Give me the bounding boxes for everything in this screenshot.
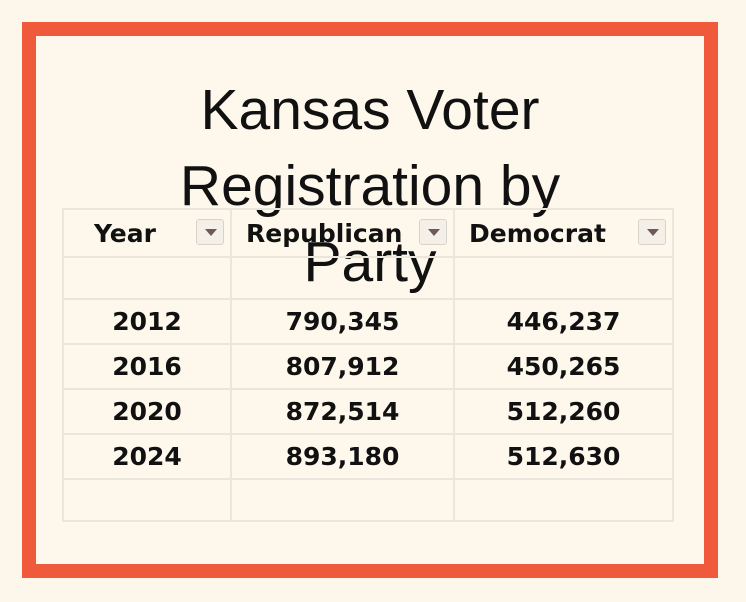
cell: 2020 [62, 388, 232, 435]
cell: 512,260 [453, 388, 674, 435]
column-header: Democrat [453, 208, 674, 258]
empty-cell [230, 478, 455, 522]
data-row: 2016 807,912 450,265 [62, 343, 674, 390]
spreadsheet: Year Republican Democrat 2012 790,345 446,23… [62, 208, 674, 522]
column-header-text: Democrat [469, 218, 606, 248]
cell: 2024 [62, 433, 232, 480]
empty-row [62, 256, 674, 300]
cell: 2016 [62, 343, 232, 390]
cell: 807,912 [230, 343, 455, 390]
empty-cell [230, 256, 455, 300]
data-row: 2024 893,180 512,630 [62, 433, 674, 480]
title: Kansas Voter Registration by Party [179, 78, 561, 294]
empty-row [62, 478, 674, 522]
filter-dropdown[interactable] [196, 219, 224, 245]
empty-cell [453, 256, 674, 300]
data-row: 2012 790,345 446,237 [62, 298, 674, 345]
cell: 450,265 [453, 343, 674, 390]
cell: 872,514 [230, 388, 455, 435]
empty-cell [62, 256, 232, 300]
data-row: 2020 872,514 512,260 [62, 388, 674, 435]
column-header-text: Republican [246, 218, 403, 248]
cell: 790,345 [230, 298, 455, 345]
column-header: Year [62, 208, 232, 258]
table-body: 2012 790,345 446,237 2016 807,912 450,265 2020… [62, 256, 674, 522]
filter-dropdown[interactable] [419, 219, 447, 245]
filter-dropdown[interactable] [638, 219, 666, 245]
cell: 893,180 [230, 433, 455, 480]
column-header: Republican [230, 208, 455, 258]
cell: 512,630 [453, 433, 674, 480]
cell: 2012 [62, 298, 232, 345]
frame: Kansas Voter Registration by Party Year R… [22, 22, 718, 578]
empty-cell [453, 478, 674, 522]
empty-cell [62, 478, 232, 522]
cell: 446,237 [453, 298, 674, 345]
header-row: Year Republican Democrat [62, 208, 674, 258]
column-header-text: Year [94, 218, 156, 248]
